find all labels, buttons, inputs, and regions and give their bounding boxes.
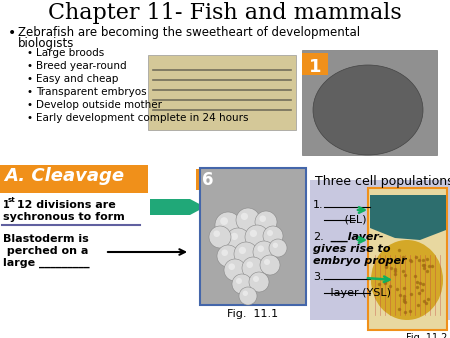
Circle shape <box>257 245 264 252</box>
Circle shape <box>253 276 259 282</box>
FancyBboxPatch shape <box>310 180 450 320</box>
Circle shape <box>236 278 242 284</box>
Circle shape <box>239 287 257 305</box>
Circle shape <box>273 243 278 248</box>
Circle shape <box>209 226 231 248</box>
FancyBboxPatch shape <box>148 55 296 130</box>
Text: Fig.  11.1: Fig. 11.1 <box>227 309 279 319</box>
Text: Early development complete in 24 hours: Early development complete in 24 hours <box>36 113 248 123</box>
FancyBboxPatch shape <box>302 53 328 75</box>
Text: 1: 1 <box>309 58 321 76</box>
FancyBboxPatch shape <box>368 188 447 330</box>
Text: embryo proper: embryo proper <box>313 256 406 266</box>
Circle shape <box>231 233 238 240</box>
Circle shape <box>245 225 269 249</box>
Text: st: st <box>8 197 15 203</box>
Polygon shape <box>150 199 205 215</box>
Text: •: • <box>26 61 32 71</box>
Text: (EL): (EL) <box>313 215 366 225</box>
Text: biologists: biologists <box>18 37 74 50</box>
Text: •: • <box>26 74 32 84</box>
Text: perched on a: perched on a <box>3 246 88 256</box>
Circle shape <box>220 217 228 225</box>
Circle shape <box>213 231 220 237</box>
Circle shape <box>267 230 273 236</box>
Circle shape <box>269 239 287 257</box>
Ellipse shape <box>371 240 443 320</box>
Circle shape <box>215 212 241 238</box>
Text: gives rise to: gives rise to <box>313 244 391 254</box>
Circle shape <box>236 208 260 232</box>
Text: Blastoderm is: Blastoderm is <box>3 234 89 244</box>
Circle shape <box>250 230 257 237</box>
Text: A. Cleavage: A. Cleavage <box>4 167 124 185</box>
Circle shape <box>253 241 275 263</box>
Text: Chapter 11- Fish and mammals: Chapter 11- Fish and mammals <box>48 2 402 24</box>
Text: Fig. 11.2: Fig. 11.2 <box>405 333 447 338</box>
FancyBboxPatch shape <box>200 168 306 305</box>
Circle shape <box>255 211 277 233</box>
Circle shape <box>221 249 228 256</box>
Text: 2.: 2. <box>313 232 324 242</box>
Text: Three cell populations: Three cell populations <box>315 175 450 188</box>
Circle shape <box>217 245 239 267</box>
Circle shape <box>229 263 235 270</box>
Text: Breed year-round: Breed year-round <box>36 61 126 71</box>
Text: 1.: 1. <box>313 200 324 210</box>
Text: layer (YSL): layer (YSL) <box>313 288 391 298</box>
Text: sychronous to form: sychronous to form <box>3 212 125 222</box>
Circle shape <box>249 272 269 292</box>
FancyBboxPatch shape <box>302 50 437 155</box>
Text: Large broods: Large broods <box>36 48 104 58</box>
Text: Develop outside mother: Develop outside mother <box>36 100 162 110</box>
Text: 1: 1 <box>3 200 10 210</box>
Circle shape <box>239 247 246 254</box>
Text: •: • <box>26 48 32 58</box>
Text: ___layer-: ___layer- <box>323 232 383 242</box>
FancyBboxPatch shape <box>196 169 220 190</box>
Circle shape <box>247 261 253 268</box>
FancyBboxPatch shape <box>0 165 148 193</box>
Ellipse shape <box>313 65 423 155</box>
Circle shape <box>242 257 264 279</box>
Text: •: • <box>26 100 32 110</box>
Circle shape <box>234 242 258 266</box>
Circle shape <box>241 213 248 220</box>
Text: 12 divisions are: 12 divisions are <box>13 200 116 210</box>
Polygon shape <box>370 195 446 240</box>
Circle shape <box>263 226 283 246</box>
Circle shape <box>232 274 252 294</box>
Circle shape <box>226 228 250 252</box>
Text: large _________: large _________ <box>3 258 90 268</box>
Circle shape <box>264 259 270 265</box>
Text: •: • <box>26 113 32 123</box>
Text: Zebrafish are becoming the sweetheart of developmental: Zebrafish are becoming the sweetheart of… <box>18 26 360 39</box>
Text: Easy and cheap: Easy and cheap <box>36 74 118 84</box>
Circle shape <box>224 259 246 281</box>
Text: Transparent embryos: Transparent embryos <box>36 87 147 97</box>
Text: 3.: 3. <box>313 272 324 282</box>
Text: 6: 6 <box>202 171 214 189</box>
Text: •: • <box>8 26 16 40</box>
Circle shape <box>260 255 280 275</box>
Circle shape <box>243 291 248 296</box>
Text: •: • <box>26 87 32 97</box>
Circle shape <box>259 215 266 222</box>
